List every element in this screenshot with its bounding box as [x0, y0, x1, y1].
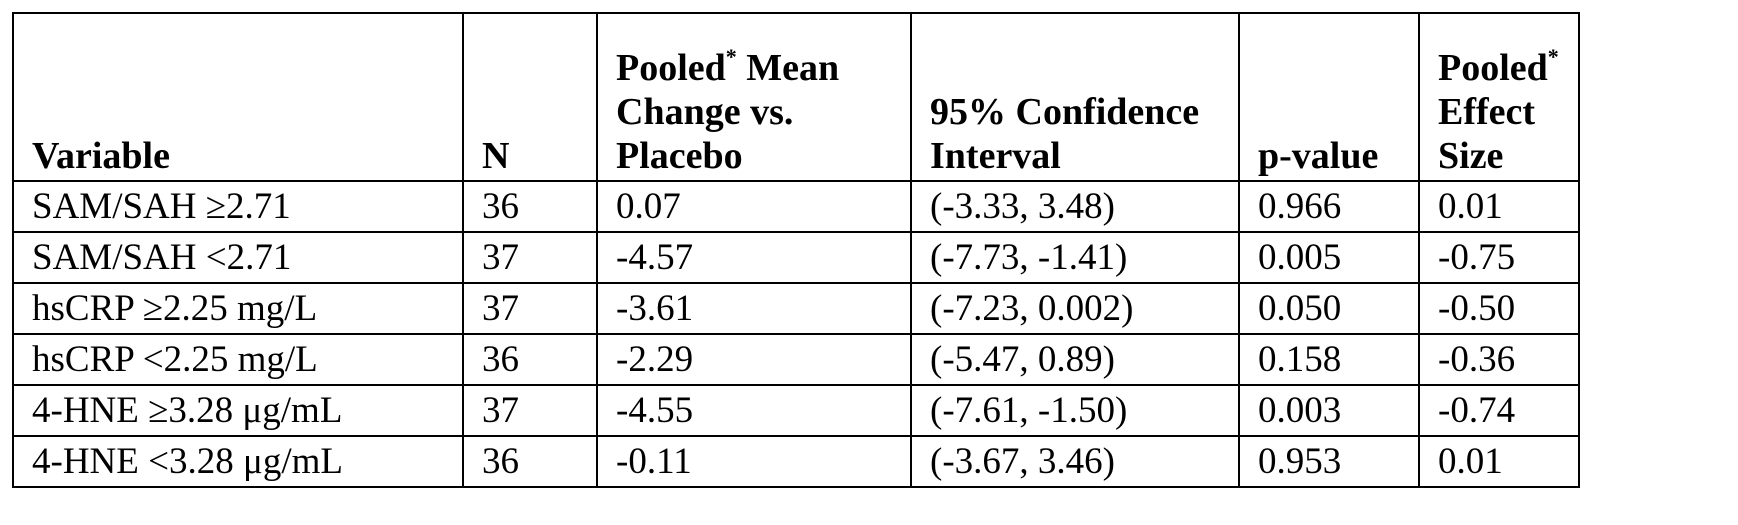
- cell-mean-change: -4.57: [597, 232, 911, 283]
- cell-p-value: 0.003: [1239, 385, 1419, 436]
- cell-effect-size: 0.01: [1419, 436, 1579, 487]
- cell-mean-change: 0.07: [597, 181, 911, 232]
- cell-mean-change: -4.55: [597, 385, 911, 436]
- cell-effect-size: -0.74: [1419, 385, 1579, 436]
- table-row: hsCRP ≥2.25 mg/L 37 -3.61 (-7.23, 0.002)…: [13, 283, 1579, 334]
- header-confidence-interval: 95% Confidence Interval: [911, 13, 1239, 181]
- header-n: N: [463, 13, 597, 181]
- table-row: SAM/SAH ≥2.71 36 0.07 (-3.33, 3.48) 0.96…: [13, 181, 1579, 232]
- cell-p-value: 0.050: [1239, 283, 1419, 334]
- header-p-value: p-value: [1239, 13, 1419, 181]
- cell-effect-size: -0.75: [1419, 232, 1579, 283]
- cell-confidence-interval: (-7.73, -1.41): [911, 232, 1239, 283]
- cell-mean-change: -2.29: [597, 334, 911, 385]
- cell-variable: 4-HNE ≥3.28 μg/mL: [13, 385, 463, 436]
- cell-n: 36: [463, 181, 597, 232]
- cell-variable: SAM/SAH <2.71: [13, 232, 463, 283]
- cell-n: 36: [463, 436, 597, 487]
- cell-confidence-interval: (-7.23, 0.002): [911, 283, 1239, 334]
- cell-effect-size: -0.36: [1419, 334, 1579, 385]
- cell-confidence-interval: (-3.33, 3.48): [911, 181, 1239, 232]
- cell-n: 36: [463, 334, 597, 385]
- header-mean-change: Pooled* Mean Change vs. Placebo: [597, 13, 911, 181]
- header-effect-size: Pooled* Effect Size: [1419, 13, 1579, 181]
- cell-confidence-interval: (-3.67, 3.46): [911, 436, 1239, 487]
- cell-mean-change: -3.61: [597, 283, 911, 334]
- table-row: 4-HNE ≥3.28 μg/mL 37 -4.55 (-7.61, -1.50…: [13, 385, 1579, 436]
- table-row: hsCRP <2.25 mg/L 36 -2.29 (-5.47, 0.89) …: [13, 334, 1579, 385]
- cell-variable: 4-HNE <3.28 μg/mL: [13, 436, 463, 487]
- cell-n: 37: [463, 283, 597, 334]
- header-variable: Variable: [13, 13, 463, 181]
- cell-variable: SAM/SAH ≥2.71: [13, 181, 463, 232]
- cell-confidence-interval: (-5.47, 0.89): [911, 334, 1239, 385]
- header-row: Variable N Pooled* Mean Change vs. Place…: [13, 13, 1579, 181]
- cropped-footnote-strip: [0, 510, 1738, 525]
- cell-mean-change: -0.11: [597, 436, 911, 487]
- cell-variable: hsCRP ≥2.25 mg/L: [13, 283, 463, 334]
- cell-n: 37: [463, 385, 597, 436]
- cell-p-value: 0.953: [1239, 436, 1419, 487]
- cell-effect-size: 0.01: [1419, 181, 1579, 232]
- cell-p-value: 0.005: [1239, 232, 1419, 283]
- table-row: 4-HNE <3.28 μg/mL 36 -0.11 (-3.67, 3.46)…: [13, 436, 1579, 487]
- results-table: Variable N Pooled* Mean Change vs. Place…: [12, 12, 1580, 488]
- cell-n: 37: [463, 232, 597, 283]
- cell-effect-size: -0.50: [1419, 283, 1579, 334]
- cell-p-value: 0.158: [1239, 334, 1419, 385]
- cell-p-value: 0.966: [1239, 181, 1419, 232]
- cell-confidence-interval: (-7.61, -1.50): [911, 385, 1239, 436]
- cell-variable: hsCRP <2.25 mg/L: [13, 334, 463, 385]
- table-row: SAM/SAH <2.71 37 -4.57 (-7.73, -1.41) 0.…: [13, 232, 1579, 283]
